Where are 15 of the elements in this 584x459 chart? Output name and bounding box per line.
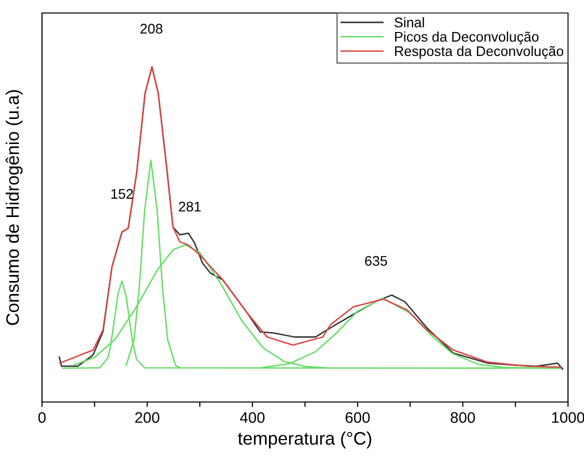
x-tick-label: 0 xyxy=(38,412,46,423)
annotation: 635 xyxy=(365,256,388,266)
annotation: 281 xyxy=(178,202,201,212)
legend-label: Picos da Deconvolução xyxy=(395,32,539,45)
x-axis-title: temperatura (°C) xyxy=(238,432,372,448)
x-tick-label: 400 xyxy=(240,412,265,423)
x-tick-label: 1000 xyxy=(552,412,584,423)
x-tick-label: 600 xyxy=(346,412,370,423)
annotation: 208 xyxy=(140,24,162,34)
x-tick-label: 200 xyxy=(135,412,160,423)
y-axis-title: Consumo de Hidrogênio (u.a) xyxy=(6,90,23,325)
annotation: 152 xyxy=(111,188,133,199)
legend-label: Resposta da Deconvolução xyxy=(395,46,564,59)
legend-label: Sinal xyxy=(394,17,424,28)
x-tick-label: 800 xyxy=(450,412,475,423)
